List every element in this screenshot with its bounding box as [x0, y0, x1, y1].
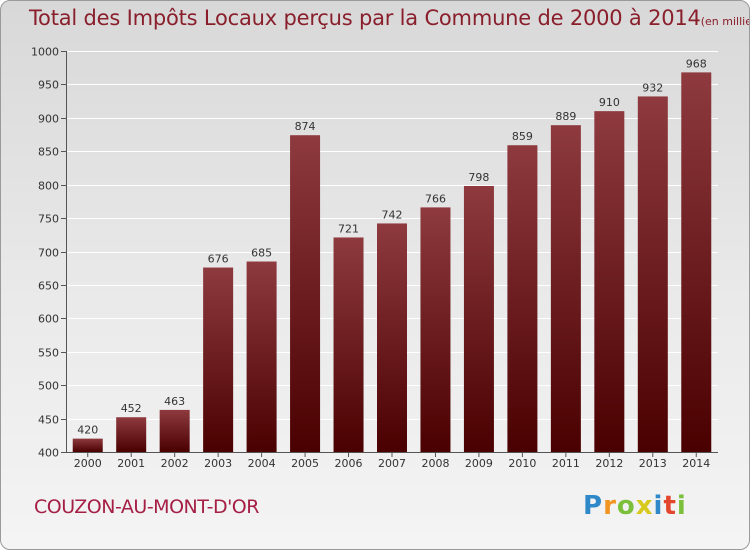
- value-label-2013: 932: [642, 81, 663, 94]
- value-label-2002: 463: [164, 395, 185, 408]
- bar-2002: [159, 409, 190, 452]
- logo-letter: r: [603, 491, 617, 521]
- y-tick-label-500: 500: [38, 380, 59, 393]
- bar-2014: [681, 72, 712, 453]
- y-tick-label-1000: 1000: [31, 46, 59, 59]
- x-tick-label-2014: 2014: [682, 457, 710, 470]
- y-tick-label-950: 950: [38, 79, 59, 92]
- logo-letter: o: [616, 491, 636, 521]
- x-tick-label-2011: 2011: [552, 457, 580, 470]
- logo-letter: i: [676, 491, 687, 521]
- logo-letter: x: [635, 491, 654, 521]
- proxiti-logo: Proxiti: [583, 491, 687, 521]
- x-tick-label-2006: 2006: [335, 457, 363, 470]
- bars: [72, 72, 712, 453]
- value-label-2009: 798: [468, 171, 489, 184]
- x-tick-label-2004: 2004: [248, 457, 276, 470]
- bar-2003: [203, 267, 234, 452]
- value-label-2008: 766: [425, 192, 446, 205]
- value-label-2005: 874: [295, 120, 316, 133]
- x-tick-label-2000: 2000: [74, 457, 102, 470]
- value-label-2012: 910: [599, 96, 620, 109]
- y-tick-label-450: 450: [38, 414, 59, 427]
- bar-2010: [507, 145, 538, 453]
- chart-subtitle: (en milliers d'€): [700, 15, 749, 28]
- bar-2008: [420, 207, 451, 452]
- logo-letter: i: [653, 491, 664, 521]
- bar-2004: [246, 261, 277, 452]
- y-tick-label-550: 550: [38, 347, 59, 360]
- y-tick-label-800: 800: [38, 180, 59, 193]
- x-tick-label-2013: 2013: [639, 457, 667, 470]
- x-tick-label-2007: 2007: [378, 457, 406, 470]
- y-tick-label-650: 650: [38, 280, 59, 293]
- axes: [61, 51, 718, 457]
- labels: 400 450 500 550 600 650 700 750 800 850 900 950 1000…: [31, 46, 710, 471]
- value-label-2007: 742: [382, 208, 403, 221]
- value-label-2006: 721: [338, 222, 359, 235]
- y-tick-label-700: 700: [38, 247, 59, 260]
- bar-2009: [463, 186, 494, 452]
- value-label-2010: 859: [512, 130, 533, 143]
- y-tick-label-600: 600: [38, 313, 59, 326]
- value-label-2011: 889: [555, 110, 576, 123]
- logo-letter: P: [583, 491, 604, 521]
- value-label-2000: 420: [77, 424, 98, 437]
- commune-name: COUZON-AU-MONT-D'OR: [34, 496, 259, 518]
- value-label-2004: 685: [251, 247, 272, 260]
- x-tick-label-2008: 2008: [421, 457, 449, 470]
- x-tick-label-2012: 2012: [595, 457, 623, 470]
- bar-2011: [550, 125, 581, 452]
- chart-title-text: Total des Impôts Locaux perçus par la Co…: [29, 6, 701, 30]
- logo-letter: t: [663, 491, 677, 521]
- bar-2005: [290, 135, 321, 452]
- x-tick-label-2005: 2005: [291, 457, 319, 470]
- x-tick-label-2003: 2003: [204, 457, 232, 470]
- x-tick-label-2002: 2002: [161, 457, 189, 470]
- value-label-2003: 676: [208, 253, 229, 266]
- chart-title: Total des Impôts Locaux perçus par la Co…: [29, 6, 749, 30]
- bar-2000: [72, 438, 103, 452]
- y-tick-label-750: 750: [38, 213, 59, 226]
- x-tick-label-2009: 2009: [465, 457, 493, 470]
- x-tick-label-2010: 2010: [508, 457, 536, 470]
- bar-2013: [637, 96, 668, 453]
- bar-2001: [116, 417, 147, 452]
- bar-2012: [594, 111, 625, 453]
- bar-2007: [377, 223, 407, 452]
- x-tick-label-2001: 2001: [117, 457, 145, 470]
- value-label-2001: 452: [121, 402, 142, 415]
- value-label-2014: 968: [686, 57, 707, 70]
- bar-2006: [333, 237, 364, 452]
- y-tick-label-400: 400: [38, 447, 59, 460]
- y-tick-label-850: 850: [38, 146, 59, 159]
- y-tick-label-900: 900: [38, 113, 59, 126]
